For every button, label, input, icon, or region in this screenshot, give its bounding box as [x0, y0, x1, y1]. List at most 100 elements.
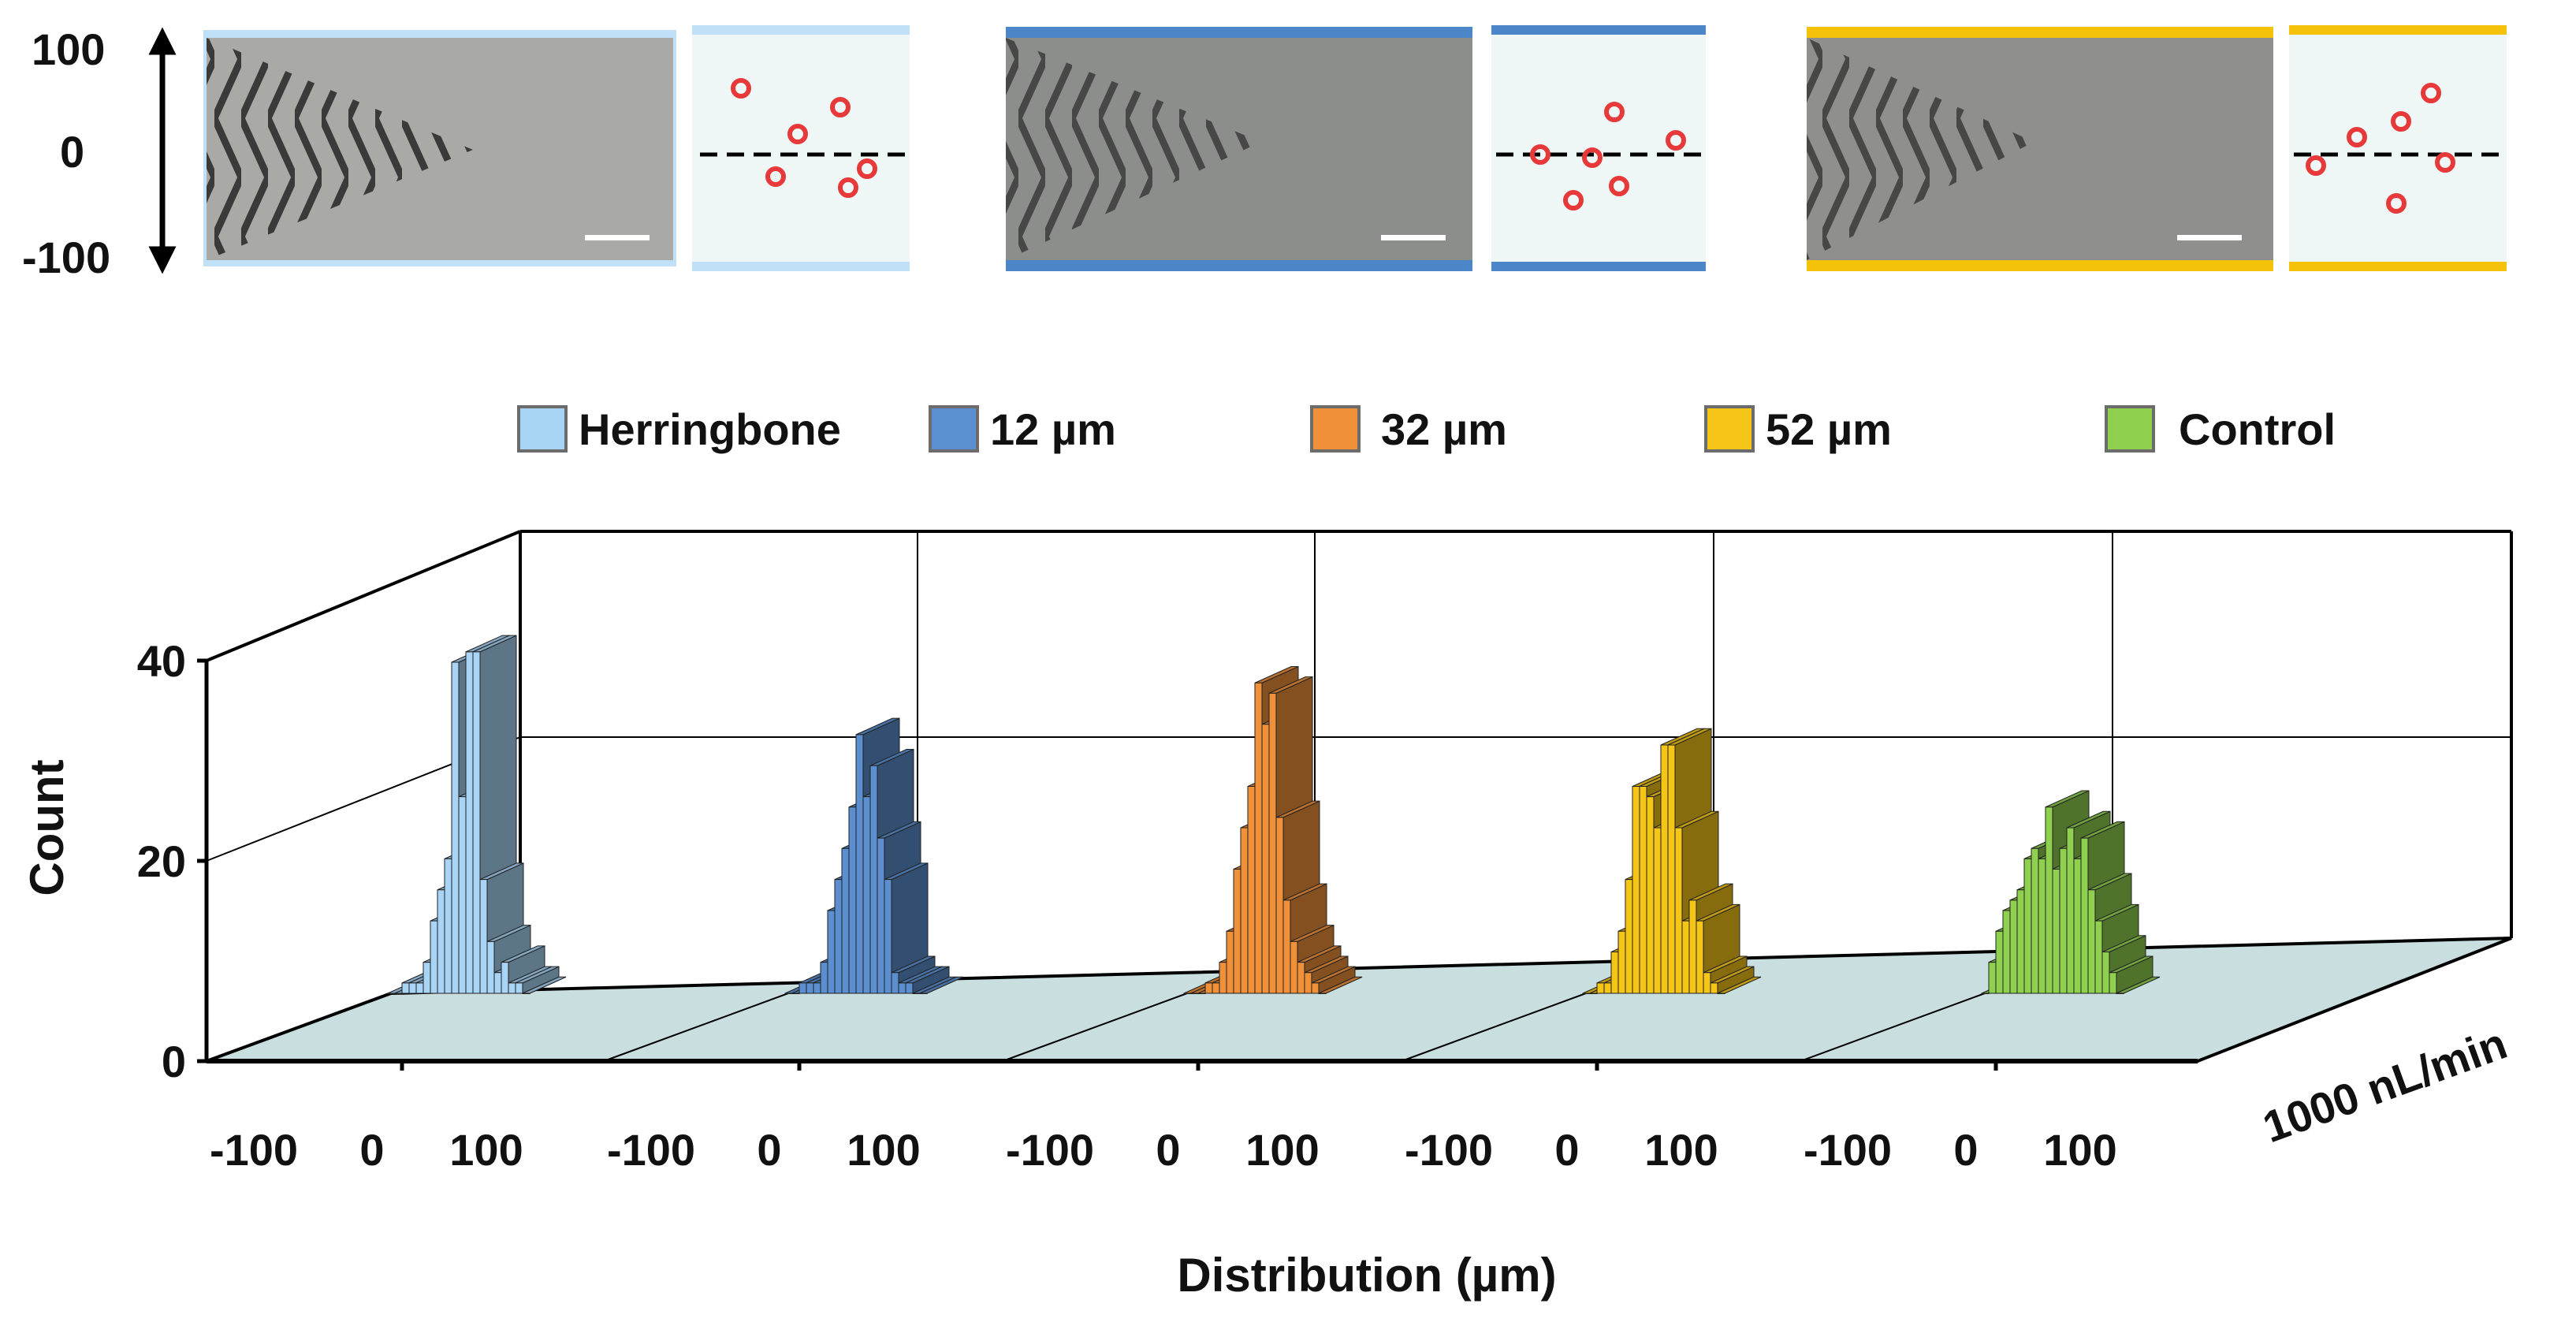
bar-front [919, 993, 928, 994]
bar-front [394, 993, 403, 994]
bar-front [465, 651, 474, 994]
bar-front [1688, 900, 1697, 994]
series-3 [1582, 728, 1762, 994]
bar-front [791, 993, 800, 994]
bar-front [806, 982, 814, 994]
bar-front [1632, 786, 1640, 994]
legend-swatch [1310, 405, 1361, 453]
bar-front [834, 879, 843, 994]
bar-front [1610, 952, 1619, 994]
bar-front [1304, 972, 1312, 994]
bar-front [458, 796, 467, 994]
x-tick-label: 100 [2043, 1125, 2116, 1175]
x-tick-label: -100 [1804, 1125, 1892, 1175]
bar-front [1646, 796, 1655, 994]
micrograph-52um [1807, 27, 2273, 271]
pos-axis-mid: 0 [60, 127, 84, 177]
bar-front [2101, 952, 2110, 994]
bar [919, 976, 964, 994]
bar-front [1183, 993, 1192, 994]
x-tick-label: -100 [1405, 1125, 1493, 1175]
bar-front [1660, 744, 1669, 994]
bar-front [401, 982, 410, 994]
schematic-52um [2289, 25, 2507, 271]
legend-label: 52 µm [1766, 404, 1892, 454]
bar-front [2023, 858, 2032, 994]
bar-front [1233, 869, 1241, 994]
bar-front [848, 806, 857, 994]
bar-front [1290, 940, 1298, 994]
bar-front [2080, 837, 2089, 994]
bar-front [877, 837, 885, 994]
bar-front [2031, 847, 2039, 994]
bar-front [1667, 744, 1676, 994]
x-tick-label: 100 [1644, 1125, 1718, 1175]
bar-front [905, 982, 914, 994]
bar-front [423, 962, 431, 994]
x-tick-label: -100 [1006, 1125, 1094, 1175]
bar-front [1318, 993, 1327, 994]
bar-front [472, 651, 481, 994]
bar-front [508, 982, 516, 994]
position-axis: 100 0 -100 [22, 24, 177, 282]
bar-front [1710, 982, 1718, 994]
scale-bar [585, 235, 650, 240]
bar-front [1297, 962, 1305, 994]
legend-label: Control [2179, 404, 2336, 454]
x-tick-label: 0 [757, 1125, 781, 1175]
bar-front [2094, 920, 2103, 994]
bar-front [430, 920, 438, 994]
bar-front [1703, 972, 1711, 994]
bar-front [1995, 930, 2004, 994]
bar-front [1625, 879, 1633, 994]
bar-front [1603, 982, 1612, 994]
bar-front [1226, 930, 1234, 994]
schematic-12um [1491, 25, 1706, 271]
x-tick-label: 0 [359, 1125, 384, 1175]
bar-front [1981, 993, 1990, 994]
bar-front [784, 993, 793, 994]
bar-front [820, 962, 828, 994]
chart-frame [197, 530, 2513, 1063]
bar-front [2052, 869, 2060, 994]
series-2 [1183, 665, 1363, 994]
bar-front [1268, 692, 1277, 994]
bar-front [493, 972, 502, 994]
bar-front [1197, 993, 1206, 994]
bar-front [2045, 806, 2053, 994]
bar-front [827, 910, 836, 994]
x-axis-title: Distribution (µm) [1177, 1249, 1556, 1302]
bar-front [1653, 827, 1662, 994]
x-tick-label: 0 [1554, 1125, 1579, 1175]
bar-front [855, 734, 864, 994]
bar-front [437, 889, 445, 994]
bar-front [1681, 920, 1690, 994]
bar-front [1282, 900, 1291, 994]
legend-label: 32 µm [1381, 404, 1507, 454]
x-tick-label: 100 [1245, 1125, 1319, 1175]
bar [522, 976, 567, 994]
chart-floor [206, 937, 2512, 1063]
bar-front [1582, 993, 1591, 994]
bar-front [1589, 993, 1598, 994]
x-tick-label: 0 [1953, 1125, 1978, 1175]
x-tick-label: -100 [607, 1125, 695, 1175]
bar-front [1254, 682, 1263, 994]
bar-front [2116, 993, 2124, 994]
bar-front [1247, 786, 1256, 994]
x-tick-label: 0 [1156, 1125, 1180, 1175]
bar-front [1717, 993, 1725, 994]
bar-front [2109, 972, 2117, 994]
bar-front [444, 858, 452, 994]
bar-front [522, 993, 530, 994]
scale-bar [1381, 235, 1446, 240]
bar-front [2002, 910, 2011, 994]
bar-front [912, 993, 921, 994]
legend-label: Herringbone [579, 404, 841, 454]
histogram-bars [387, 635, 2161, 994]
bar-front [884, 879, 892, 994]
y-axis-title: Count [20, 759, 73, 896]
bar-front [451, 661, 460, 994]
bar-front [2073, 858, 2082, 994]
